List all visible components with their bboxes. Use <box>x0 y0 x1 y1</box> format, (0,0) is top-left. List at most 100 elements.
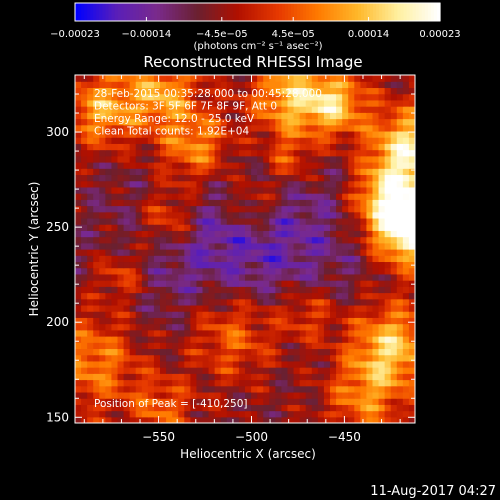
heatmap-cell <box>366 367 374 374</box>
heatmap-cell <box>232 317 240 325</box>
heatmap-cell <box>117 391 125 399</box>
heatmap-cell <box>147 186 155 194</box>
heatmap-cell <box>196 416 204 423</box>
heatmap-cell <box>366 348 374 356</box>
heatmap-cell <box>384 75 392 82</box>
heatmap-cell <box>281 162 289 169</box>
colorbar-cell <box>287 3 292 21</box>
heatmap-cell <box>105 230 113 238</box>
heatmap-cell <box>269 155 276 163</box>
heatmap-cell <box>378 317 386 325</box>
heatmap-cell <box>257 236 264 244</box>
heatmap-cell <box>354 205 361 213</box>
heatmap-cell <box>178 155 185 163</box>
heatmap-cell <box>281 93 289 101</box>
heatmap-cell <box>153 224 161 231</box>
heatmap-cell <box>293 211 301 219</box>
heatmap-cell <box>123 267 131 275</box>
colorbar-cell <box>254 3 259 21</box>
heatmap-cell <box>220 193 228 200</box>
heatmap-cell <box>354 273 361 281</box>
heatmap-cell <box>135 93 143 101</box>
heatmap-cell <box>323 174 331 182</box>
heatmap-cell <box>317 385 325 393</box>
heatmap-cell <box>257 379 264 387</box>
heatmap-cell <box>87 280 94 287</box>
heatmap-cell <box>117 336 125 343</box>
heatmap-cell <box>287 304 295 312</box>
heatmap-cell <box>166 162 173 169</box>
heatmap-cell <box>105 217 113 225</box>
heatmap-cell <box>384 162 392 169</box>
heatmap-cell <box>366 273 374 281</box>
heatmap-cell <box>220 267 228 275</box>
heatmap-cell <box>135 336 143 343</box>
heatmap-cell <box>372 273 380 281</box>
heatmap-cell <box>105 280 113 287</box>
heatmap-cell <box>153 186 161 194</box>
heatmap-cell <box>323 273 331 281</box>
heatmap-cell <box>390 398 398 405</box>
heatmap-cell <box>81 112 88 120</box>
heatmap-cell <box>93 149 100 157</box>
heatmap-cell <box>299 93 307 101</box>
heatmap-cell <box>220 224 228 231</box>
heatmap-cell <box>269 273 276 281</box>
heatmap-cell <box>245 137 252 144</box>
heatmap-cell <box>257 81 264 89</box>
heatmap-cell <box>348 174 355 182</box>
heatmap-cell <box>342 87 349 95</box>
heatmap-cell <box>196 249 204 256</box>
heatmap-cell <box>317 118 325 126</box>
heatmap-cell <box>141 416 149 423</box>
heatmap-cell <box>251 336 258 343</box>
heatmap-cell <box>281 342 289 350</box>
heatmap-cell <box>214 329 222 337</box>
heatmap-cell <box>141 137 149 144</box>
heatmap-cell <box>257 267 264 275</box>
heatmap-cell <box>402 398 410 405</box>
heatmap-cell <box>147 180 155 188</box>
heatmap-cell <box>105 354 113 362</box>
heatmap-cell <box>366 298 374 306</box>
heatmap-cell <box>87 249 94 256</box>
heatmap-cell <box>251 242 258 250</box>
heatmap-cell <box>245 385 252 393</box>
heatmap-cell <box>93 261 100 269</box>
heatmap-cell <box>147 336 155 343</box>
heatmap-cell <box>190 205 198 213</box>
heatmap-cell <box>317 87 325 95</box>
heatmap-cell <box>111 249 119 256</box>
heatmap-cell <box>105 124 113 132</box>
heatmap-cell <box>220 292 228 300</box>
heatmap-cell <box>323 75 331 82</box>
heatmap-cell <box>360 162 368 169</box>
heatmap-cell <box>238 236 246 244</box>
heatmap-cell <box>129 342 137 350</box>
heatmap-cell <box>348 298 355 306</box>
heatmap-cell <box>311 205 319 213</box>
heatmap-cell <box>293 249 301 256</box>
heatmap-cell <box>147 87 155 95</box>
heatmap-cell <box>172 410 179 418</box>
heatmap-cell <box>281 75 289 82</box>
heatmap-cell <box>202 373 210 381</box>
heatmap-cell <box>372 174 380 182</box>
heatmap-cell <box>366 75 374 82</box>
heatmap-cell <box>202 292 210 300</box>
heatmap-cell <box>336 230 343 238</box>
heatmap-cell <box>293 193 301 200</box>
heatmap-cell <box>190 168 198 176</box>
heatmap-cell <box>263 379 270 387</box>
heatmap-cell <box>196 267 204 275</box>
heatmap-cell <box>141 143 149 151</box>
heatmap-cell <box>323 168 331 176</box>
heatmap-cell <box>396 180 404 188</box>
heatmap-cell <box>153 143 161 151</box>
heatmap-cell <box>342 211 349 219</box>
heatmap-cell <box>214 373 222 381</box>
heatmap-cell <box>172 249 179 256</box>
heatmap-cell <box>111 298 119 306</box>
heatmap-cell <box>93 205 100 213</box>
heatmap-cell <box>408 112 415 120</box>
